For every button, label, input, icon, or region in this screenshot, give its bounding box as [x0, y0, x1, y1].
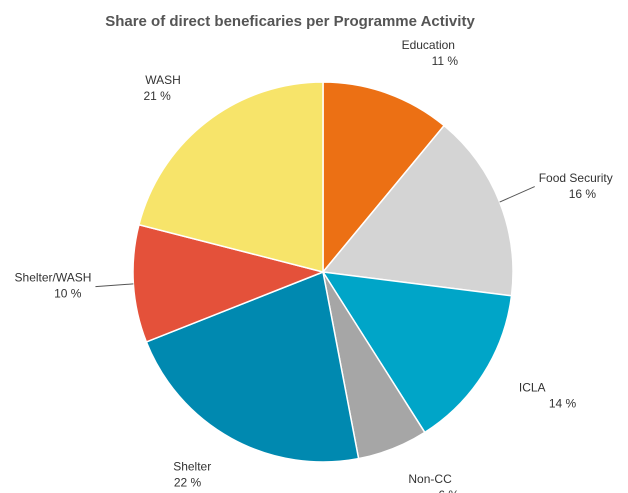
slice-value-label: 22 %	[174, 475, 202, 489]
chart-title: Share of direct beneficaries per Program…	[105, 13, 475, 30]
slice-label: Shelter	[173, 459, 211, 473]
pie-slice	[321, 271, 513, 434]
slice-value-label: 16 %	[569, 187, 597, 201]
pie-slice	[321, 124, 514, 297]
slice-label: Food Security	[539, 171, 613, 185]
slice-value-label: 21 %	[143, 89, 171, 103]
slice-label: Non-CC	[408, 472, 452, 486]
leader-line	[499, 186, 535, 203]
slice-label: Shelter/WASH	[15, 271, 92, 285]
slice-label: WASH	[145, 73, 181, 87]
pie-slice	[138, 81, 324, 273]
slice-value-label: 10 %	[54, 287, 82, 301]
leader-line	[95, 283, 134, 288]
slice-value-label: 6 %	[438, 488, 459, 493]
slice-value-label: 11 %	[432, 54, 459, 68]
slice-label: ICLA	[519, 380, 546, 394]
slice-label: Education	[402, 38, 455, 52]
slice-value-label: 14 %	[549, 396, 577, 410]
pie-slice	[132, 223, 326, 343]
pie-slice	[322, 81, 446, 275]
pie-slice	[145, 270, 360, 463]
